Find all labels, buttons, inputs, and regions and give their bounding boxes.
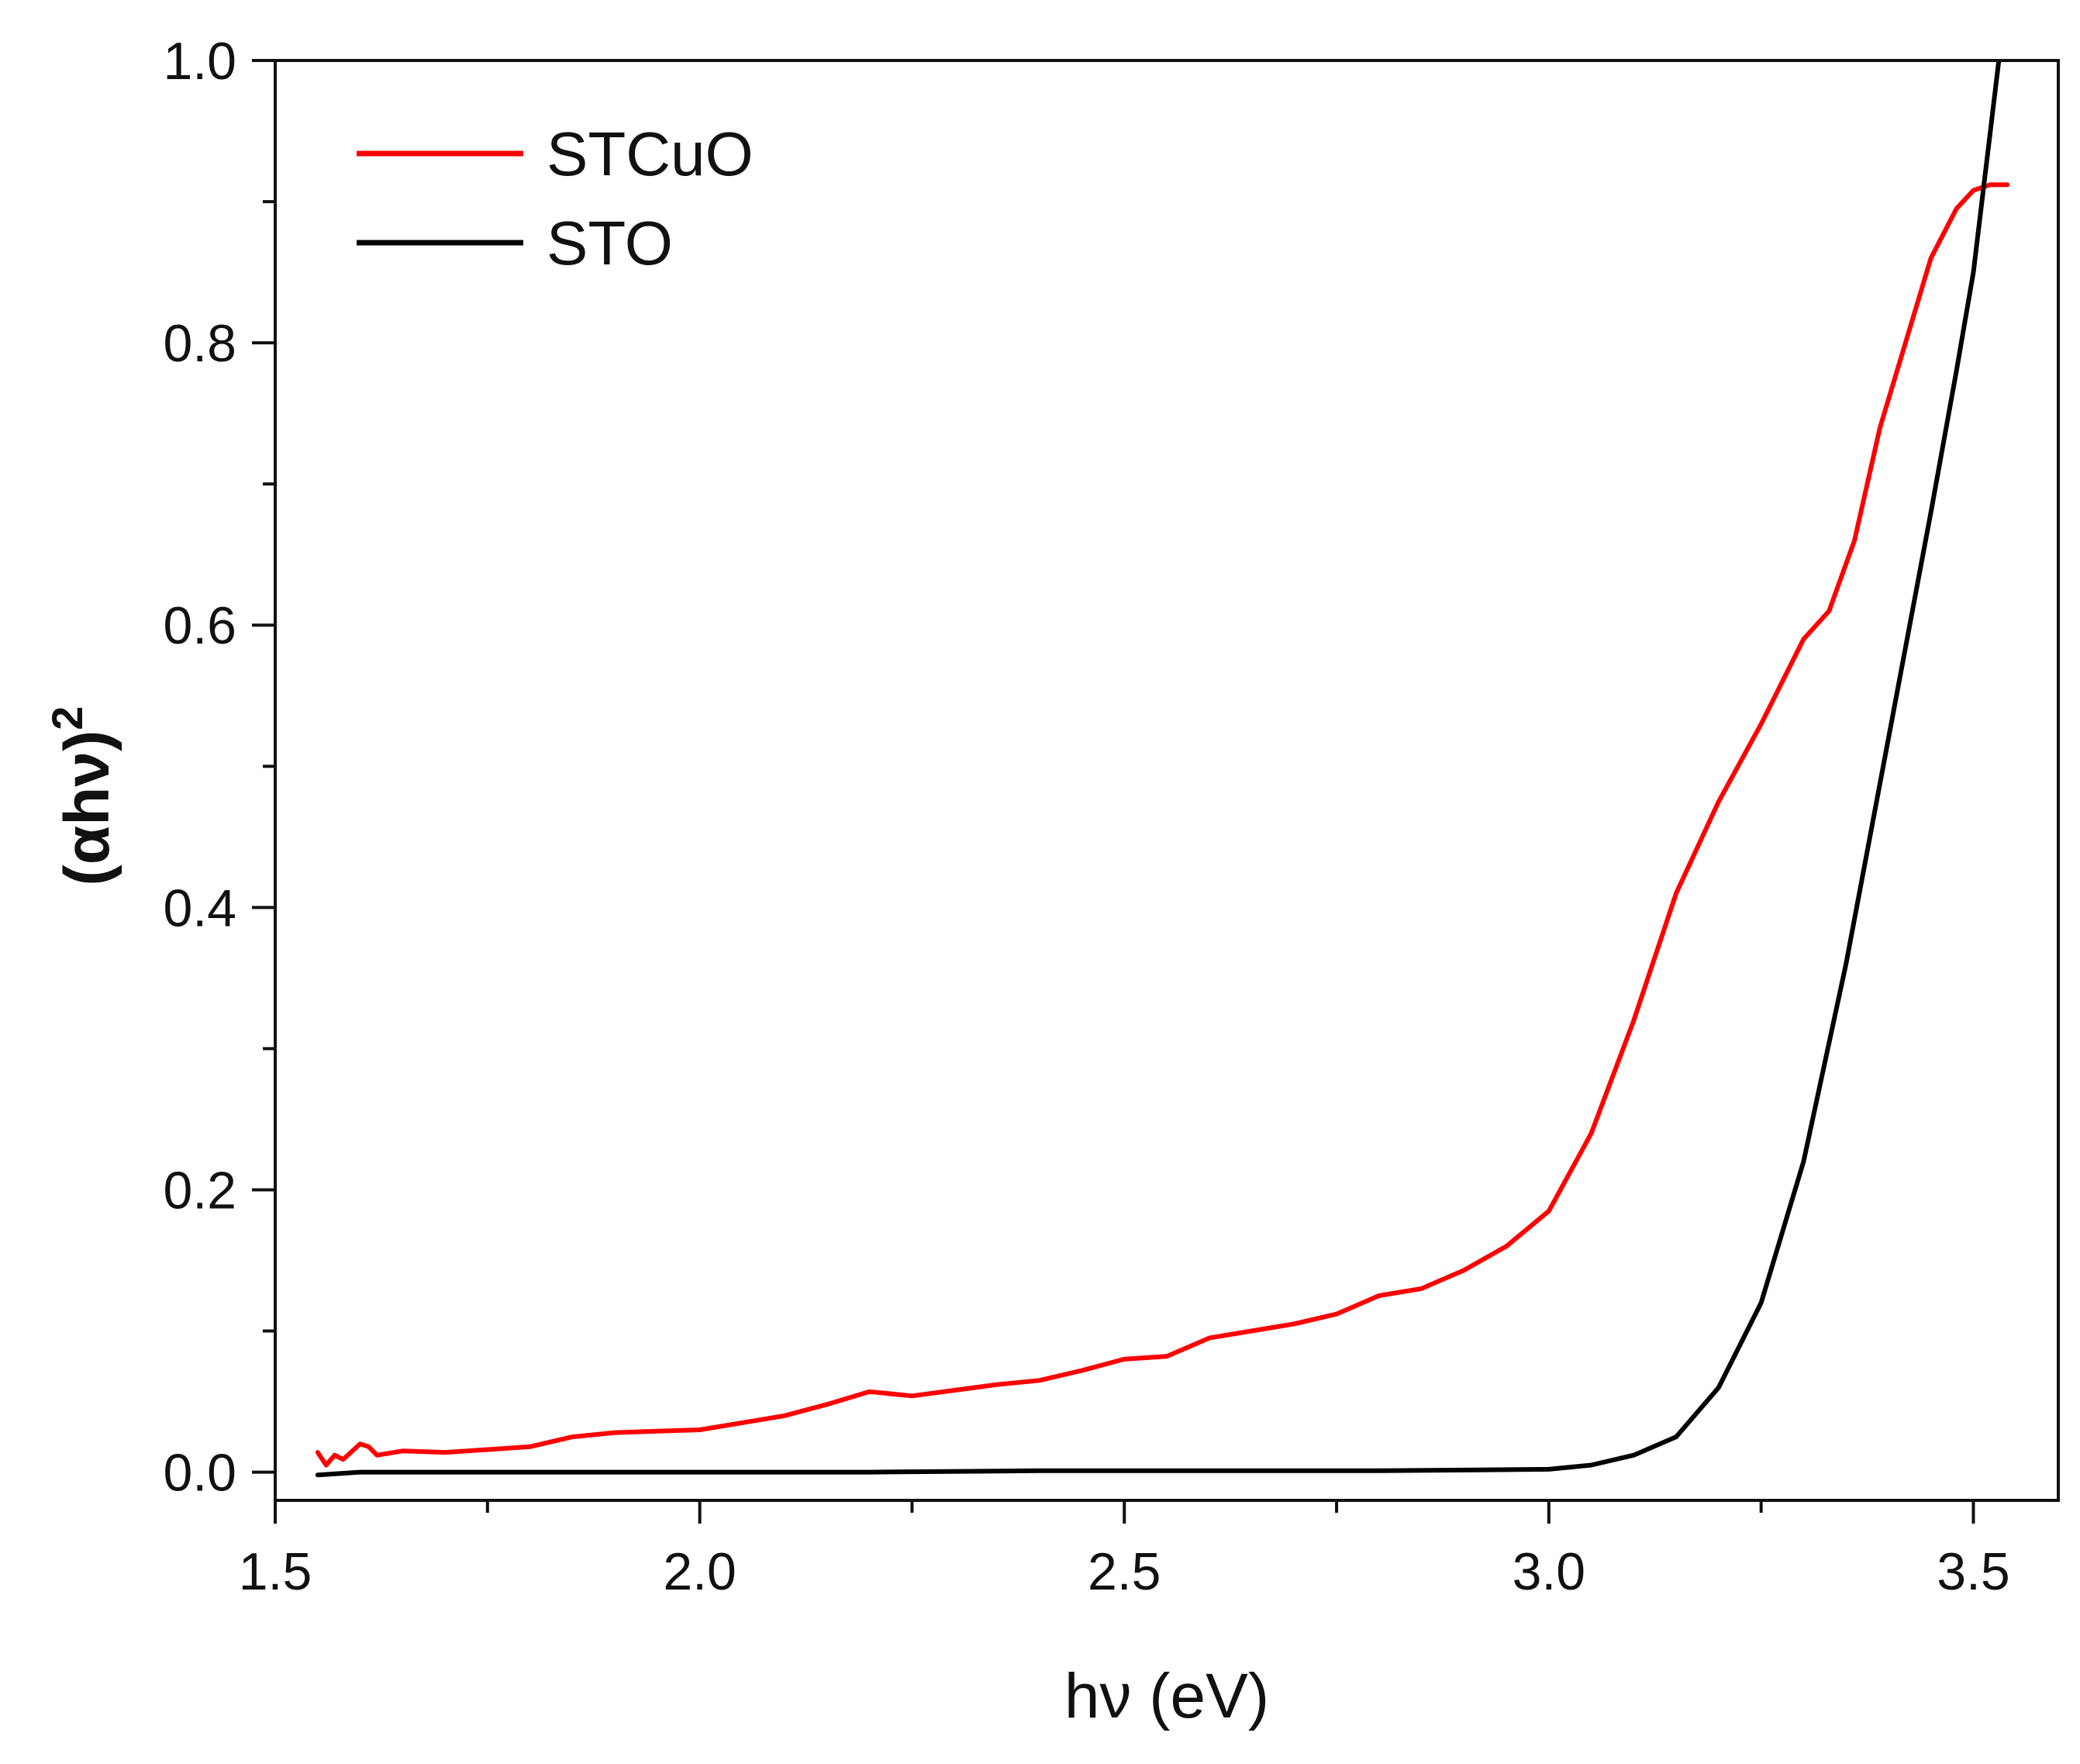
legend: STCuO STO xyxy=(357,119,754,278)
series-line-stcuo xyxy=(315,182,2010,1468)
y-tick-label: 0.6 xyxy=(163,596,236,655)
x-tick-label: 1.5 xyxy=(239,1542,312,1601)
legend-label-stcuo: STCuO xyxy=(547,119,754,188)
x-tick-label: 3.5 xyxy=(1937,1542,2010,1601)
x-tick-label: 3.0 xyxy=(1513,1542,1586,1601)
axis-ticks-layer xyxy=(252,59,1975,1524)
y-axis-title-superscript: 2 xyxy=(43,706,91,730)
tick-labels-layer: 1.5 2.0 2.5 3.0 3.5 0.0 0.2 0.4 0.6 0.8 1.0 xyxy=(163,32,2009,1601)
series-line-sto xyxy=(315,59,2002,1478)
y-tick-label: 0.4 xyxy=(163,879,236,937)
y-axis-title: (αhν)2 xyxy=(43,706,122,886)
legend-label-sto: STO xyxy=(547,209,673,278)
y-tick-label: 1.0 xyxy=(163,32,236,91)
x-tick-label: 2.5 xyxy=(1088,1542,1161,1601)
y-tick-label: 0.0 xyxy=(163,1444,236,1503)
y-axis-title-base: (αhν) xyxy=(52,730,122,886)
plot-series-layer xyxy=(315,59,2010,1478)
x-tick-label: 2.0 xyxy=(663,1542,736,1601)
plot-frame xyxy=(274,59,2060,1502)
y-tick-label: 0.8 xyxy=(163,314,236,373)
x-axis-title: hν (eV) xyxy=(1064,1661,1269,1731)
y-tick-label: 0.2 xyxy=(163,1161,236,1220)
